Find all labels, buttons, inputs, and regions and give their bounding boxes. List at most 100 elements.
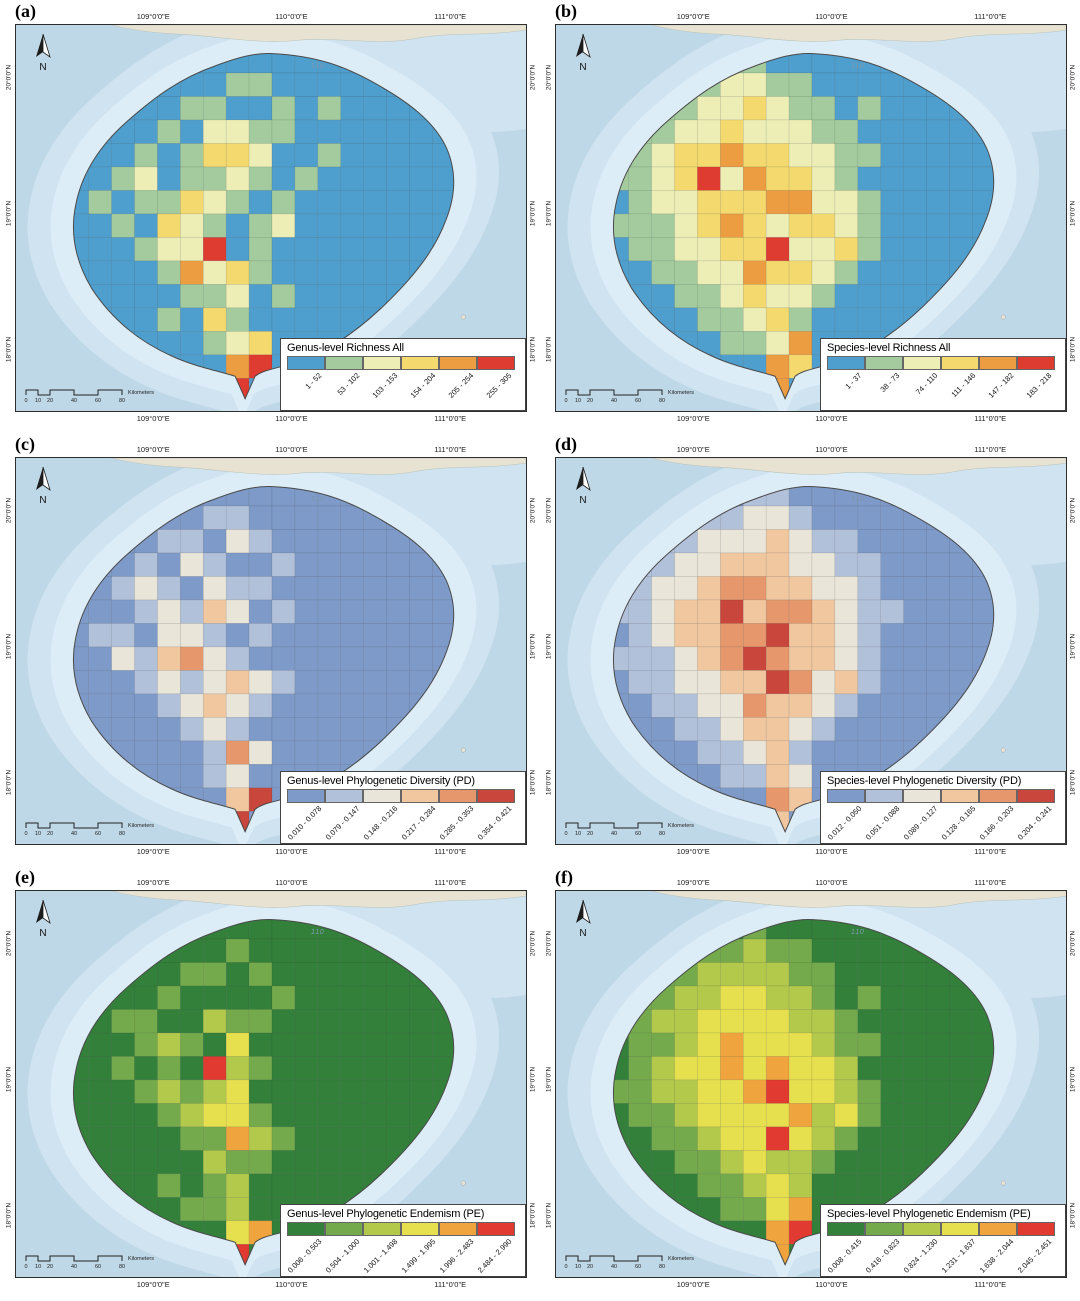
grid-cell (743, 260, 767, 285)
legend-swatches (827, 1222, 1060, 1236)
grid-cell (386, 1079, 410, 1104)
grid-cell (271, 599, 296, 624)
grid-cell (674, 143, 698, 168)
grid-cell (720, 1197, 744, 1222)
grid-cell (88, 213, 112, 238)
grid-cell (340, 96, 364, 121)
north-arrow: N (32, 33, 54, 73)
map-canvas: 110 (16, 458, 526, 844)
grid-cell (949, 1079, 973, 1104)
grid-cell (111, 646, 135, 671)
legend-title: Genus-level Richness All (287, 342, 404, 354)
grid-cell (765, 623, 790, 648)
grid-cell (248, 1150, 273, 1175)
grid-cell (271, 717, 296, 742)
grid-cell (180, 1103, 204, 1128)
grid-cell (811, 1056, 836, 1081)
lon-label: 110°0'0"E (815, 12, 848, 21)
grid-cell (857, 717, 881, 742)
grid-cell (294, 1079, 319, 1104)
lat-label: 18°0'0"N (545, 336, 553, 363)
grid-cell (743, 1103, 767, 1128)
grid-cell (880, 166, 904, 191)
grid-cell (720, 119, 744, 144)
island-outline (613, 918, 995, 1266)
grid-cell (788, 740, 813, 765)
grid-cell (317, 646, 341, 671)
grid-cell (720, 1150, 744, 1175)
grid-cell (180, 1126, 204, 1151)
grid-cell (926, 623, 950, 648)
grid-cell (697, 670, 721, 695)
map-legend: Species-level Phylogenetic Endemism (PE)… (820, 1204, 1066, 1277)
grid-cell (294, 190, 319, 215)
north-arrow: N (572, 466, 594, 506)
grid-cell (180, 740, 204, 765)
grid-cell (180, 260, 204, 285)
grid-cell (409, 1079, 433, 1104)
grid-cell (674, 1056, 698, 1081)
lat-label: 19°0'0"N (545, 201, 553, 227)
grid-cell (788, 72, 813, 97)
map-frame: 110 N 0 10 20 40 60 80 Kilometers Genus-level … (15, 24, 527, 412)
panel-letter: (d) (555, 434, 577, 454)
lat-label: 18°0'0"N (5, 336, 13, 363)
grid-cell (903, 962, 927, 987)
legend-swatch (941, 356, 979, 370)
lat-label: 20°0'0"N (5, 65, 13, 91)
grid-cell (628, 670, 652, 695)
grid-cell (294, 284, 319, 309)
lon-label: 111°0'0"E (974, 445, 1007, 454)
grid-cell (88, 693, 112, 718)
grid-cell (857, 1079, 881, 1104)
grid-cell (157, 307, 181, 332)
grid-cell (949, 576, 973, 601)
longitude-labels-top: 109°0'0"E 110°0'0"E 111°0'0"E (555, 878, 1067, 888)
grid-cell (294, 505, 319, 530)
grid-cell (926, 1079, 950, 1104)
grid-cell (317, 1056, 341, 1081)
panel-letter: (f) (555, 867, 573, 887)
grid-cell (926, 693, 950, 718)
grid-cell (180, 646, 204, 671)
grid-cell (926, 237, 950, 262)
legend-swatches (287, 789, 520, 803)
grid-cell (720, 693, 744, 718)
grid-cell (248, 331, 273, 356)
legend-class-labels: 0.012 - 0.050 0.051 - 0.088 0.089 - 0.127 0… (826, 803, 1060, 843)
grid-cell (271, 1079, 296, 1104)
grid-cell (111, 1079, 135, 1104)
grid-cell (743, 764, 767, 789)
grid-cell (628, 1079, 652, 1104)
grid-cell (271, 96, 296, 121)
grid-cell (926, 190, 950, 215)
grid-cell (880, 529, 904, 554)
grid-cell (386, 260, 410, 285)
grid-cell (271, 1150, 296, 1175)
grid-cell (363, 529, 387, 554)
grid-cell (811, 1126, 836, 1151)
grid-cell (834, 1150, 859, 1175)
grid-cell (697, 1079, 721, 1104)
lat-label: 19°0'0"N (529, 634, 537, 660)
grid-cell (225, 985, 250, 1010)
scale-tick-label: 10 (35, 1264, 41, 1269)
grid-cell (180, 307, 204, 332)
grid-cell (134, 1103, 158, 1128)
lat-label: 19°0'0"N (5, 1067, 13, 1093)
grid-cell (949, 1009, 973, 1034)
grid-cell (765, 740, 790, 765)
legend-class-labels: 0.010 - 0.078 0.079 - 0.147 0.148 - 0.216 0… (286, 803, 520, 843)
grid-cell (788, 1009, 813, 1034)
grid-cell (674, 284, 698, 309)
grid-cell (674, 576, 698, 601)
grid-cell (363, 576, 387, 601)
grid-cell (363, 1079, 387, 1104)
legend-swatch (979, 789, 1017, 803)
grid-cell (340, 576, 364, 601)
grid-cell (317, 143, 341, 168)
scale-tick-label: 0 (24, 831, 27, 836)
grid-cell (834, 529, 859, 554)
grid-cell (765, 962, 790, 987)
grid-cell (834, 985, 859, 1010)
